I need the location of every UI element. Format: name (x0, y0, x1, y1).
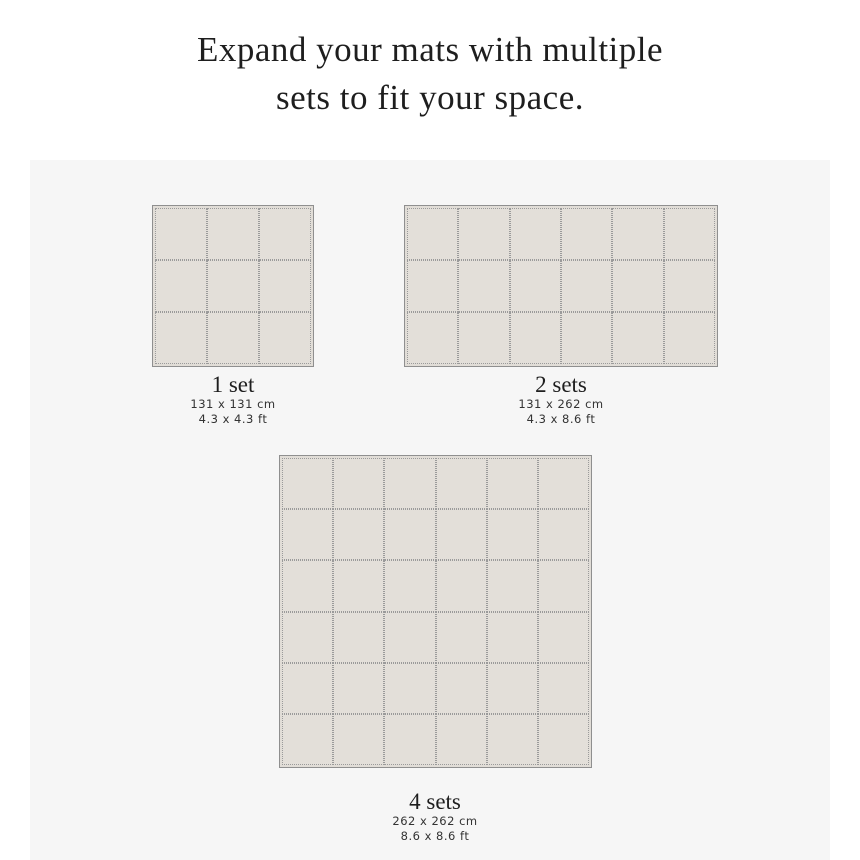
mat-tile (435, 560, 487, 612)
mat-tile (612, 260, 664, 312)
headline: Expand your mats with multiple sets to f… (0, 26, 860, 122)
mat-tile (458, 260, 510, 312)
mat-tile (155, 312, 207, 364)
mat-tile (282, 560, 334, 612)
mat-tile (207, 312, 259, 364)
headline-line-2: sets to fit your space. (276, 78, 584, 117)
mat-tile (384, 509, 436, 561)
mat-tile (486, 560, 538, 612)
mat-tile (435, 509, 487, 561)
mat-metric-size: 131 x 131 cm (190, 397, 276, 411)
mat-2-sets-diagram (404, 205, 718, 367)
mat-tile (509, 208, 561, 260)
mat-tile (486, 458, 538, 510)
mat-tile (560, 260, 613, 312)
mat-tile (259, 260, 311, 312)
mat-tile (486, 611, 538, 663)
mat-metric-size: 131 x 262 cm (518, 397, 604, 411)
mat-tile (333, 560, 385, 612)
mat-tile (486, 713, 538, 765)
mat-tile (282, 713, 334, 765)
mat-tile (663, 260, 715, 312)
mat-tile (560, 208, 613, 260)
mat-tile (612, 312, 664, 364)
mat-tile (384, 560, 436, 612)
mat-tile (509, 260, 561, 312)
mat-title: 2 sets (535, 372, 587, 397)
mat-tile (384, 662, 436, 714)
mat-tile (537, 458, 589, 510)
mat-tile (207, 208, 259, 260)
mat-4-sets-label: 4 sets 262 x 262 cm 8.6 x 8.6 ft (315, 790, 555, 844)
mat-1-set-label: 1 set 131 x 131 cm 4.3 x 4.3 ft (113, 373, 353, 427)
mat-2-sets-label: 2 sets 131 x 262 cm 4.3 x 8.6 ft (441, 373, 681, 427)
mat-tile (560, 312, 613, 364)
mat-tile (333, 713, 385, 765)
mat-tile (155, 208, 207, 260)
mat-tile (435, 713, 487, 765)
mat-tile (155, 260, 207, 312)
mat-imperial-size: 4.3 x 8.6 ft (526, 412, 596, 426)
mat-tile (384, 713, 436, 765)
mat-tile (537, 713, 589, 765)
mat-tile (333, 662, 385, 714)
mat-1-set-diagram (152, 205, 314, 367)
mat-tile (537, 509, 589, 561)
mat-tile (282, 458, 334, 510)
mat-tile (458, 312, 510, 364)
mat-tile (384, 458, 436, 510)
mat-tile (612, 208, 664, 260)
mat-tile (259, 312, 311, 364)
mat-tile (333, 611, 385, 663)
mat-tile (259, 208, 311, 260)
mat-tile (407, 312, 459, 364)
mat-tile (333, 458, 385, 510)
mat-metric-size: 262 x 262 cm (392, 814, 478, 828)
mat-title: 4 sets (409, 789, 461, 814)
mat-tile (384, 611, 436, 663)
mat-tile (537, 560, 589, 612)
mat-imperial-size: 4.3 x 4.3 ft (198, 412, 268, 426)
mat-tile (537, 662, 589, 714)
mat-tile (407, 208, 459, 260)
mat-tile (509, 312, 561, 364)
mat-tile (486, 509, 538, 561)
mat-4-sets-diagram (279, 455, 592, 768)
mat-tile (282, 509, 334, 561)
mat-tile (663, 312, 715, 364)
mat-tile (435, 458, 487, 510)
headline-line-1: Expand your mats with multiple (196, 30, 664, 69)
mat-tile (537, 611, 589, 663)
mat-title: 1 set (211, 372, 255, 397)
mat-imperial-size: 8.6 x 8.6 ft (400, 829, 470, 843)
mat-tile (282, 662, 334, 714)
mat-tile (486, 662, 538, 714)
mat-tile (458, 208, 510, 260)
mat-tile (663, 208, 715, 260)
mat-tile (207, 260, 259, 312)
mat-tile (407, 260, 459, 312)
mat-tile (333, 509, 385, 561)
mat-tile (435, 662, 487, 714)
mat-tile (282, 611, 334, 663)
mat-tile (435, 611, 487, 663)
